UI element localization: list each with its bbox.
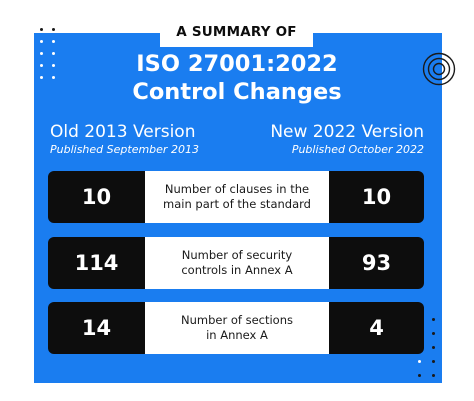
row-description-line1: Number of security	[181, 248, 293, 262]
comparison-row: 114 Number of security controls in Annex…	[48, 237, 424, 289]
dot-grid-top-left-icon	[0, 0, 60, 90]
old-version-published: Published September 2013	[50, 143, 199, 156]
page-title-line1: ISO 27001:2022	[136, 51, 338, 77]
row-description: Number of sections in Annex A	[145, 302, 329, 354]
row-description: Number of security controls in Annex A	[145, 237, 329, 289]
row-description-line2: in Annex A	[206, 328, 268, 342]
old-version-label: Old 2013 Version	[50, 122, 196, 142]
old-value: 10	[81, 185, 112, 209]
new-version-label: New 2022 Version	[270, 122, 424, 142]
new-version-published: Published October 2022	[291, 143, 424, 156]
page-title-line2: Control Changes	[132, 79, 342, 105]
new-value: 10	[361, 185, 392, 209]
comparison-row: 14 Number of sections in Annex A 4	[48, 302, 424, 354]
summary-banner: A SUMMARY OF	[160, 17, 313, 47]
concentric-circles-icon	[422, 52, 456, 86]
row-description-line1: Number of sections	[180, 313, 293, 327]
old-value: 14	[81, 316, 112, 340]
row-description: Number of clauses in the main part of th…	[145, 171, 329, 223]
row-description-line1: Number of clauses in the	[164, 182, 310, 196]
new-value: 93	[361, 251, 392, 275]
comparison-row: 10 Number of clauses in the main part of…	[48, 171, 424, 223]
row-description-line2: controls in Annex A	[181, 263, 293, 277]
new-value: 4	[369, 316, 384, 340]
old-value: 114	[74, 251, 119, 275]
row-description-line2: main part of the standard	[163, 197, 311, 211]
